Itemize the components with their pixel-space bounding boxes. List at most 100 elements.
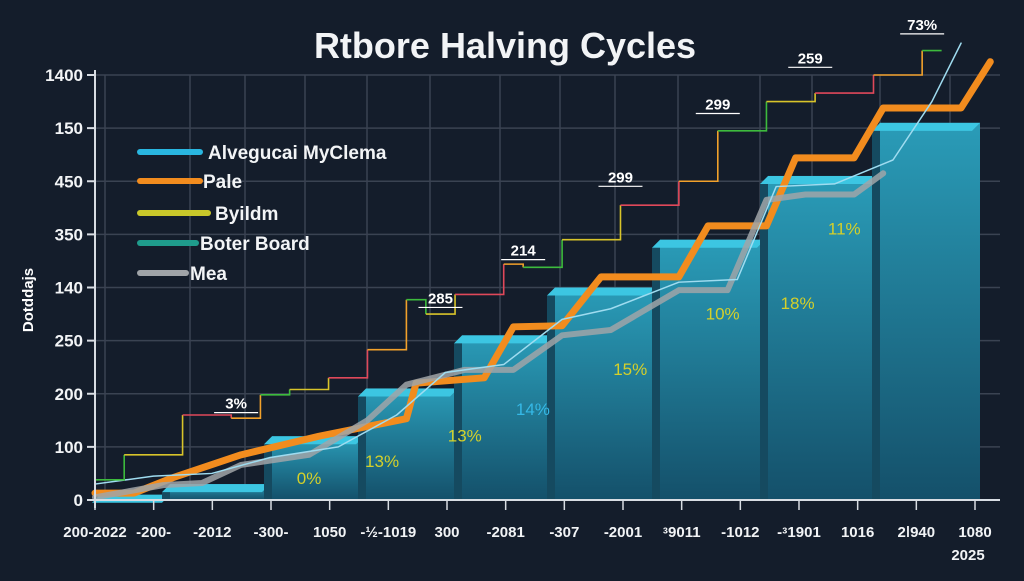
x-tick-label-extra: 2025 (951, 547, 984, 564)
x-tick-label: -300- (253, 524, 288, 541)
legend-label: Pale (203, 172, 242, 193)
price-line-segment (562, 205, 622, 241)
annotation-label: 259 (798, 50, 823, 67)
annotation-label: 214 (511, 243, 537, 260)
bar-top (760, 175, 880, 184)
annotation-label: 73% (907, 17, 937, 34)
legend-item: Byildm (137, 204, 278, 225)
y-tick-label: 1400 (45, 66, 83, 85)
price-line-segment (503, 263, 524, 268)
x-tick-label: -1012 (721, 524, 759, 541)
x-tick-label: 1016 (841, 524, 874, 541)
series-line-alvegucai-myclema (94, 42, 962, 485)
legend-label: Mea (190, 264, 227, 285)
bar-front (462, 335, 554, 500)
price-line-segment (873, 50, 923, 76)
annotation-label: 299 (705, 97, 730, 114)
legend-item: Mea (137, 264, 227, 285)
axes: 0 100 200 250 140 350 450 150 1400 200-2022 -200- -… (45, 66, 1000, 564)
annotation-label: 18% (781, 294, 815, 313)
legend-label: Boter Board (200, 234, 310, 255)
bar-side (652, 247, 662, 500)
bar-top (358, 388, 458, 397)
y-axis-label: Dotddajs (20, 268, 37, 332)
x-tick-label: -2012 (193, 524, 231, 541)
price-line-segment (815, 75, 875, 94)
x-tick-label: -2001 (604, 524, 642, 541)
y-tick-label: 0 (74, 491, 83, 510)
price-line-segment (95, 454, 125, 481)
x-tick-label: ᶟ9011 (663, 524, 701, 541)
y-tick-label: 100 (55, 438, 83, 457)
price-line-segment (182, 414, 233, 419)
price-line-segment (455, 264, 505, 296)
x-tick-label: -ᶟ1901 (777, 524, 821, 541)
x-tick-label: 200-2022 (63, 524, 126, 541)
bar (547, 287, 655, 500)
bar-front (880, 122, 980, 500)
annotation-label: 10% (706, 304, 740, 323)
bar (760, 175, 880, 500)
bar (872, 122, 980, 500)
price-line-segment (406, 298, 427, 315)
price-line-segment (260, 389, 291, 396)
y-tick-label: 250 (55, 332, 83, 351)
legend-item: Alvegucai MyClema (137, 143, 387, 164)
annotation-label: 299 (608, 169, 633, 186)
price-line-segment (124, 415, 184, 456)
bar-side (358, 396, 368, 500)
price-line-segment (425, 294, 456, 315)
x-tick-label: -½-1019 (360, 524, 416, 541)
legend-item: Pale (137, 172, 242, 193)
chart-title: Rtborе Halving Cycles (314, 25, 696, 66)
price-line-segment (717, 101, 768, 132)
bar (454, 335, 554, 500)
y-tick-label: 350 (55, 225, 83, 244)
annotation-label: 3% (225, 396, 247, 413)
bar-front (768, 175, 880, 500)
price-line-segment (620, 181, 680, 206)
bar-top (872, 122, 980, 131)
legend-label: Alvegucai MyClema (208, 143, 387, 164)
annotation-label: 15% (613, 360, 647, 379)
bars (92, 122, 980, 503)
price-line-segment (231, 394, 262, 419)
bar (358, 388, 458, 500)
annotation-label: 13% (448, 427, 482, 446)
series-line-pale (91, 58, 994, 497)
annotation-label: 14% (516, 400, 550, 419)
price-line-segment (523, 239, 563, 269)
bar-front (555, 287, 655, 500)
price-line-segment (328, 349, 369, 379)
y-tick-label: 200 (55, 385, 83, 404)
bar-side (872, 130, 882, 500)
price-line-segment (766, 93, 816, 103)
bar-side (760, 183, 770, 500)
x-tick-label: 1080 (958, 524, 991, 541)
y-tick-label: 450 (55, 172, 83, 191)
price-line-segment (367, 299, 408, 351)
x-tick-label: 1050 (313, 524, 346, 541)
x-tick-label: -2081 (486, 524, 524, 541)
series-line-mea (92, 170, 887, 501)
annotation-label: 13% (365, 452, 399, 471)
bar-top (652, 239, 765, 248)
legend-item: Boter Board (137, 234, 310, 255)
x-tick-label: 2ǀ940 (898, 524, 936, 541)
annotation-label: 11% (828, 219, 861, 238)
bar-side (264, 444, 274, 500)
legend: Alvegucai MyClema Pale Byildm Boter Board Me… (137, 143, 387, 285)
annotations: 3% 285 214 299 299 259 73% 0% 13% 13% 14% 15% 10% 18%… (214, 17, 945, 488)
bar-side (547, 295, 557, 500)
legend-label: Byildm (215, 204, 278, 225)
price-line-segment (289, 377, 330, 391)
y-tick-label: 140 (55, 279, 83, 298)
x-tick-label: -200- (136, 524, 171, 541)
annotation-label: 285 (428, 290, 453, 307)
bar-top (547, 287, 655, 296)
y-tick-label: 150 (55, 119, 83, 138)
price-line-segment (678, 130, 719, 183)
bar-side (454, 343, 464, 500)
annotation-label: 0% (297, 469, 322, 488)
